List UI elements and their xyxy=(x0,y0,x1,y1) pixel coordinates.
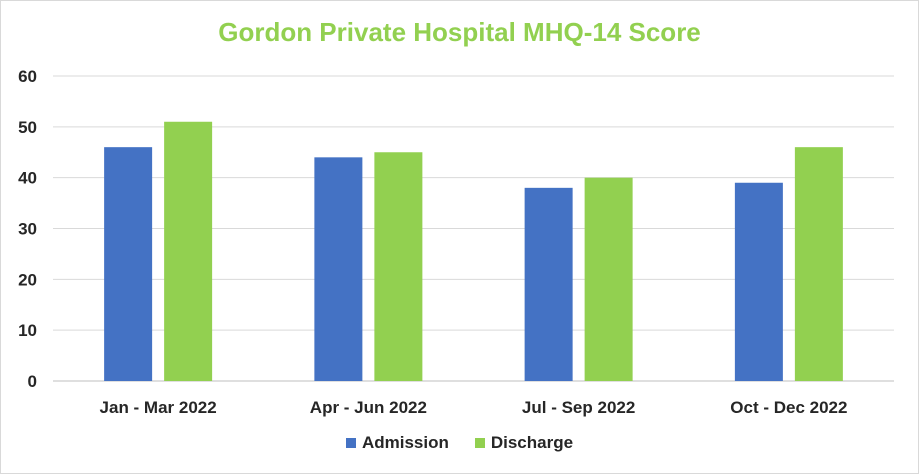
y-axis-ticks: 0 10 20 30 40 50 60 xyxy=(18,67,37,391)
y-tick-label: 20 xyxy=(18,270,37,289)
bar-admission xyxy=(104,147,153,381)
x-tick-label: Oct - Dec 2022 xyxy=(730,398,847,417)
y-tick-label: 10 xyxy=(18,321,37,340)
bar-discharge xyxy=(794,147,843,381)
bar-discharge xyxy=(164,121,213,381)
chart-title: Gordon Private Hospital MHQ-14 Score xyxy=(218,17,701,47)
bar-admission xyxy=(314,157,363,381)
legend: Admission Discharge xyxy=(1,433,918,453)
y-tick-label: 60 xyxy=(18,67,37,86)
x-axis-ticks: Jan - Mar 2022 Apr - Jun 2022 Jul - Sep 20… xyxy=(100,398,848,417)
bar-discharge xyxy=(374,152,423,381)
legend-label-discharge: Discharge xyxy=(490,433,574,452)
bar-admission xyxy=(734,182,783,381)
x-tick-label: Apr - Jun 2022 xyxy=(310,398,427,417)
y-tick-label: 40 xyxy=(18,169,37,188)
bar-discharge xyxy=(584,177,633,381)
y-tick-label: 50 xyxy=(18,118,37,137)
x-tick-label: Jul - Sep 2022 xyxy=(522,398,635,417)
legend-label-admission: Admission xyxy=(361,433,449,452)
bars xyxy=(104,121,843,381)
y-tick-label: 0 xyxy=(28,372,37,391)
legend-swatch-discharge xyxy=(474,438,485,448)
legend-swatch-admission xyxy=(345,438,356,448)
y-tick-label: 30 xyxy=(18,220,37,239)
legend-item-discharge: Discharge xyxy=(474,433,574,453)
x-tick-label: Jan - Mar 2022 xyxy=(100,398,217,417)
bar-admission xyxy=(524,187,573,381)
legend-item-admission: Admission xyxy=(345,433,449,453)
